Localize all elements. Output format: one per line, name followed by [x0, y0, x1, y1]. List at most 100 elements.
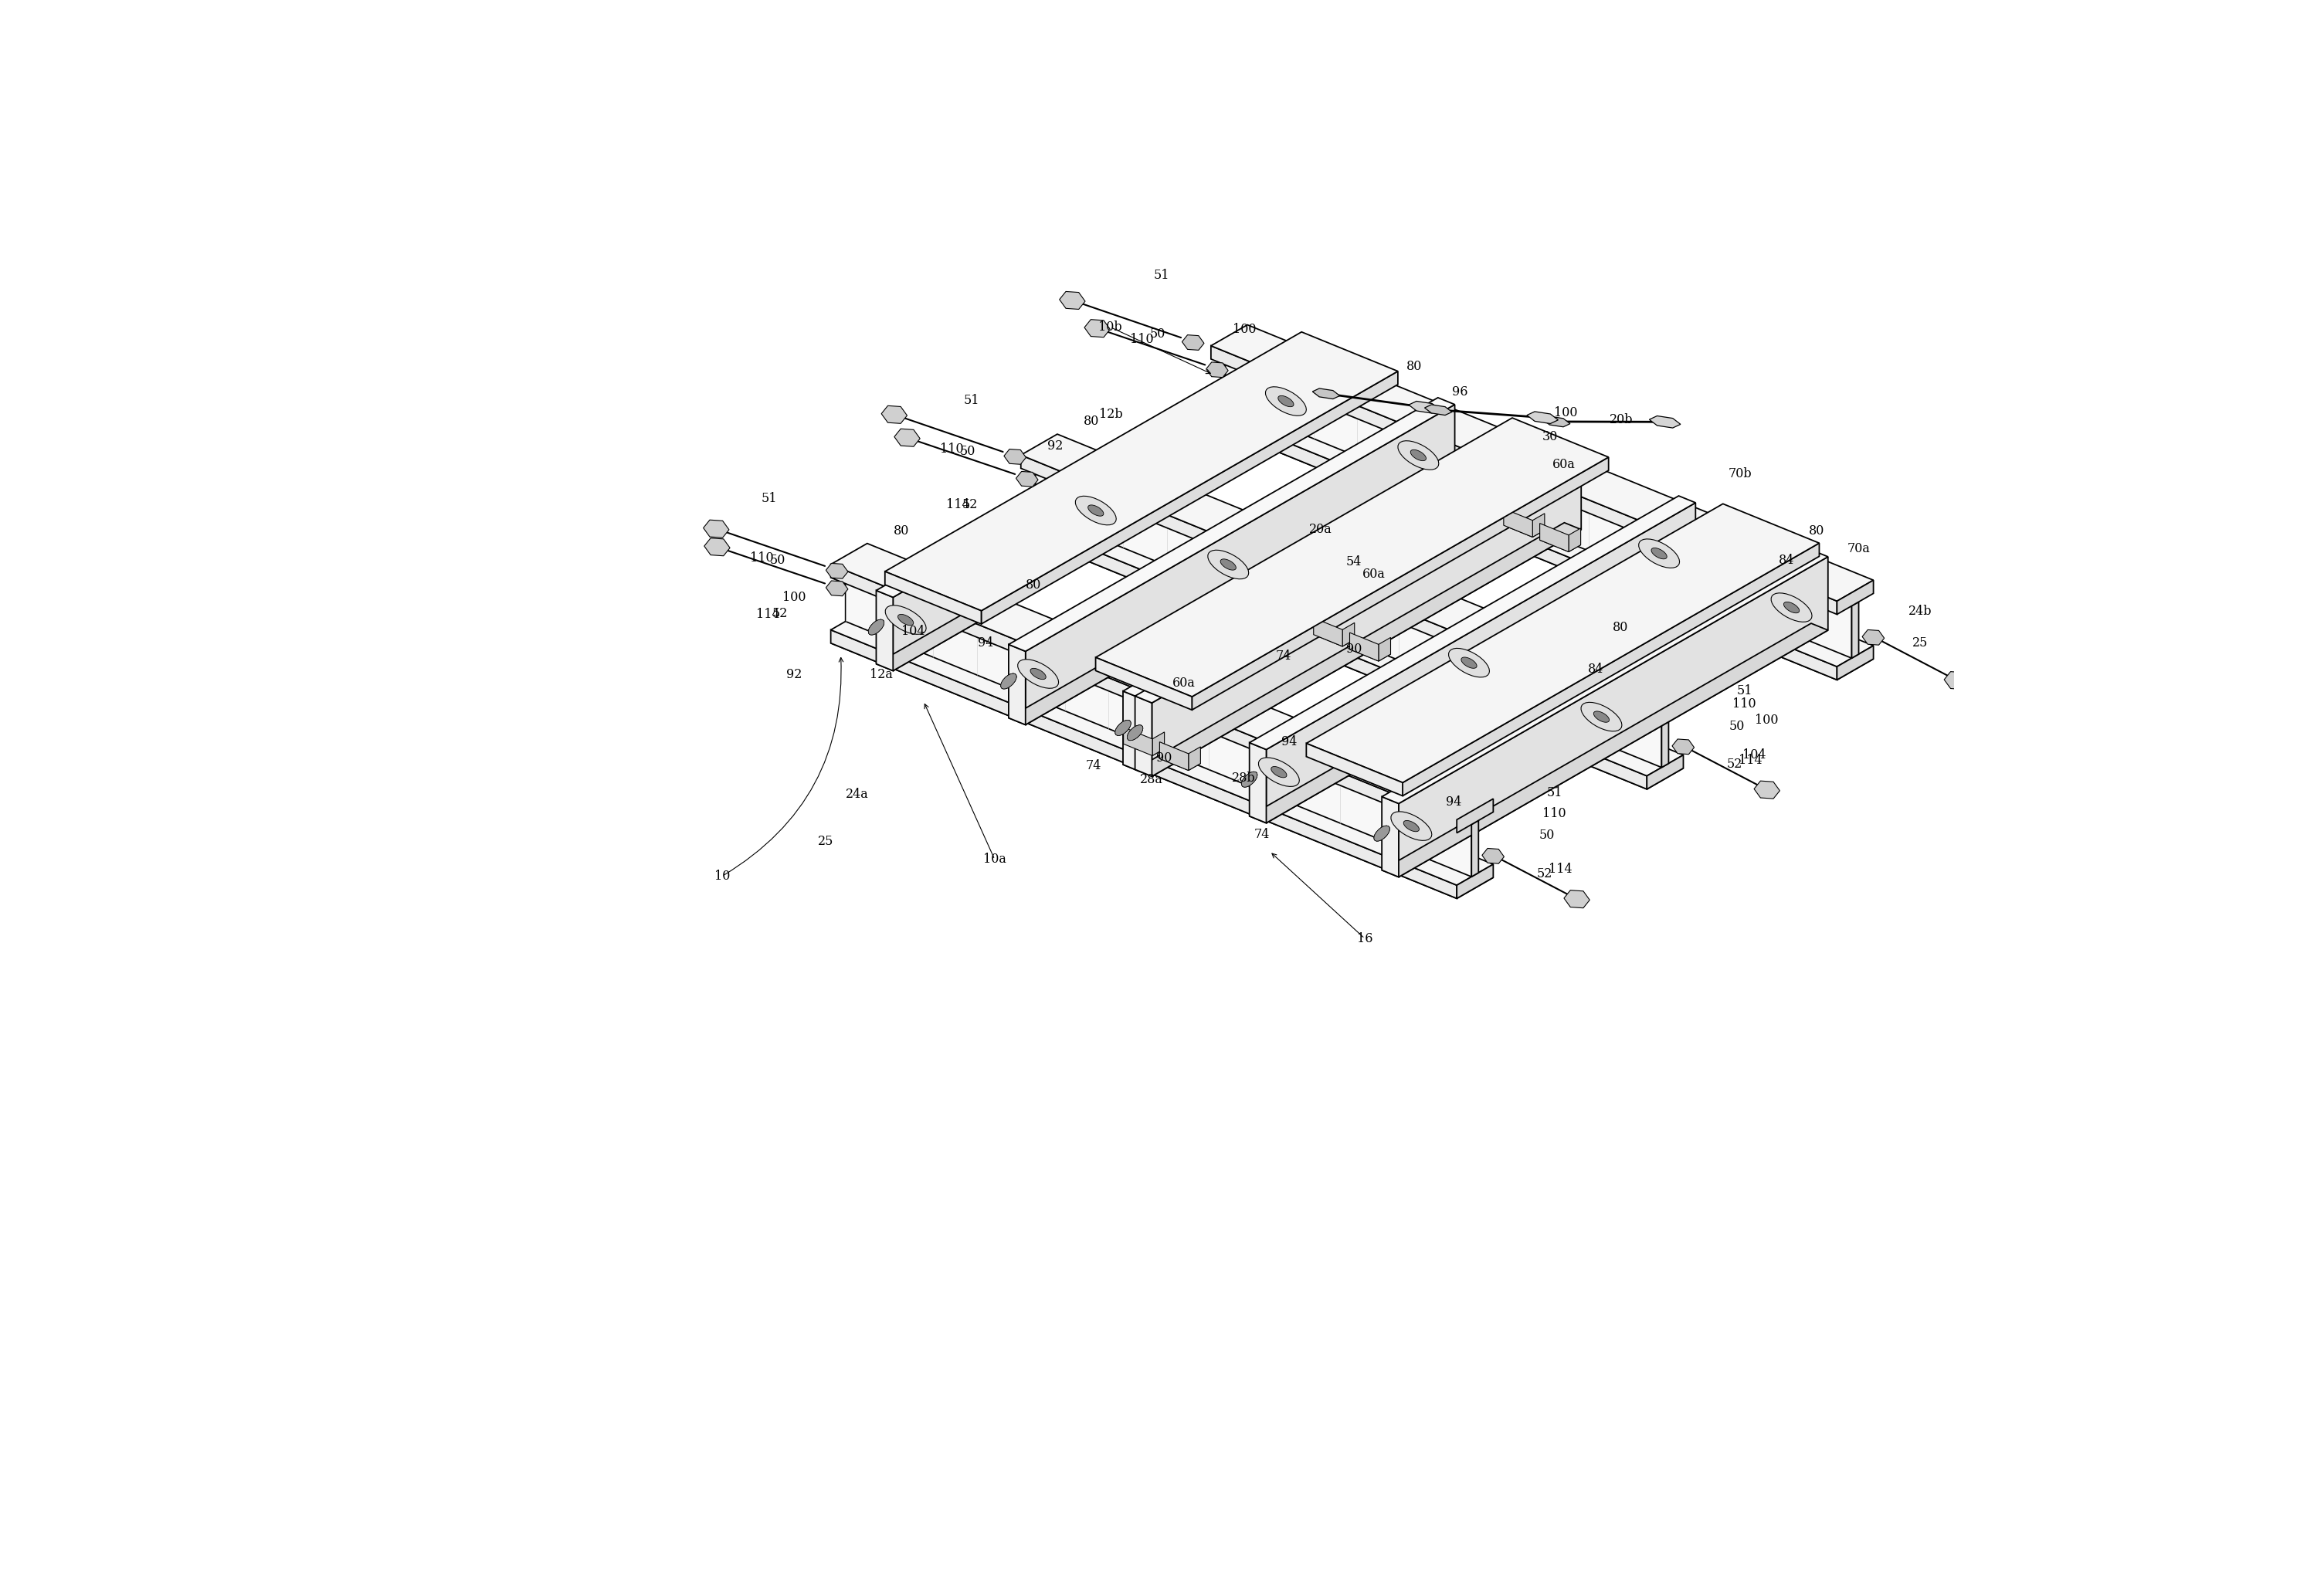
- Polygon shape: [846, 569, 1153, 746]
- Polygon shape: [1327, 559, 1364, 594]
- Polygon shape: [1404, 821, 1420, 832]
- Polygon shape: [869, 619, 883, 635]
- Text: 114: 114: [1548, 863, 1571, 876]
- Polygon shape: [1150, 740, 1494, 885]
- Polygon shape: [1220, 559, 1236, 570]
- Polygon shape: [1594, 711, 1608, 722]
- Text: 110: 110: [1731, 697, 1757, 711]
- Text: 96: 96: [1452, 385, 1469, 399]
- Polygon shape: [825, 581, 848, 596]
- Polygon shape: [1085, 320, 1111, 337]
- Text: 60a: 60a: [1552, 458, 1576, 472]
- Polygon shape: [1127, 725, 1143, 740]
- Polygon shape: [1004, 450, 1025, 464]
- Polygon shape: [1150, 752, 1494, 898]
- Text: 110: 110: [1129, 333, 1155, 345]
- Polygon shape: [1241, 771, 1257, 787]
- Polygon shape: [1504, 508, 1532, 537]
- Polygon shape: [1564, 890, 1590, 908]
- Polygon shape: [1153, 691, 1160, 746]
- Text: 70b: 70b: [1729, 467, 1752, 480]
- Polygon shape: [1648, 689, 1683, 724]
- Polygon shape: [1009, 398, 1455, 651]
- Text: 80: 80: [1613, 621, 1629, 634]
- Polygon shape: [830, 608, 1174, 756]
- Text: 94: 94: [978, 637, 992, 649]
- Polygon shape: [1060, 291, 1085, 309]
- Polygon shape: [1211, 390, 1555, 537]
- Text: 84: 84: [1587, 662, 1604, 676]
- Polygon shape: [1211, 325, 1555, 470]
- Text: 28b: 28b: [1232, 771, 1255, 784]
- Polygon shape: [1404, 543, 1820, 795]
- Polygon shape: [1095, 657, 1192, 710]
- Polygon shape: [1527, 412, 1557, 423]
- Text: 80: 80: [892, 524, 909, 537]
- Polygon shape: [1250, 743, 1267, 824]
- Polygon shape: [1529, 455, 1873, 600]
- Polygon shape: [1153, 456, 1580, 776]
- Polygon shape: [1457, 865, 1494, 898]
- Polygon shape: [1153, 732, 1164, 756]
- Polygon shape: [1020, 455, 1327, 594]
- Text: 24b: 24b: [1908, 605, 1931, 618]
- Polygon shape: [1504, 518, 1545, 537]
- Text: 50: 50: [1150, 328, 1164, 341]
- Polygon shape: [881, 406, 906, 423]
- Polygon shape: [1250, 569, 1697, 824]
- Text: 70a: 70a: [1848, 542, 1871, 554]
- Text: 51: 51: [964, 394, 978, 407]
- Polygon shape: [1020, 521, 1327, 659]
- Text: 30: 30: [1543, 431, 1557, 444]
- Text: 60a: 60a: [1171, 676, 1195, 691]
- Polygon shape: [1652, 548, 1666, 559]
- Polygon shape: [1116, 721, 1132, 735]
- Text: 52: 52: [1536, 868, 1552, 881]
- Polygon shape: [1183, 334, 1204, 350]
- Polygon shape: [1002, 673, 1016, 689]
- Polygon shape: [1313, 618, 1343, 646]
- Polygon shape: [1341, 584, 1648, 724]
- Polygon shape: [1306, 743, 1404, 795]
- Polygon shape: [1267, 386, 1306, 415]
- Polygon shape: [1260, 757, 1299, 787]
- Polygon shape: [1206, 363, 1227, 377]
- Polygon shape: [1127, 725, 1143, 740]
- Polygon shape: [1139, 451, 1569, 771]
- Text: 10b: 10b: [1099, 320, 1122, 334]
- Polygon shape: [897, 615, 913, 626]
- Text: 51: 51: [1548, 786, 1562, 800]
- Text: 94: 94: [1281, 735, 1297, 748]
- Text: 51: 51: [1153, 269, 1169, 282]
- Text: 74: 74: [1276, 649, 1292, 662]
- Polygon shape: [1116, 721, 1132, 735]
- Polygon shape: [1122, 518, 1569, 771]
- Polygon shape: [876, 344, 1322, 597]
- Text: 50: 50: [1729, 719, 1745, 733]
- Polygon shape: [1543, 417, 1571, 428]
- Text: 25: 25: [1913, 637, 1929, 649]
- Text: 84: 84: [1778, 553, 1794, 567]
- Text: 52: 52: [962, 497, 978, 512]
- Polygon shape: [1020, 434, 1364, 580]
- Polygon shape: [1399, 556, 1829, 878]
- Polygon shape: [825, 564, 848, 578]
- Text: 80: 80: [1808, 524, 1824, 539]
- Polygon shape: [1383, 550, 1829, 803]
- Polygon shape: [1150, 760, 1457, 898]
- Text: 50: 50: [769, 554, 786, 567]
- Polygon shape: [1755, 781, 1780, 798]
- Polygon shape: [1448, 648, 1490, 678]
- Polygon shape: [1134, 523, 1580, 776]
- Polygon shape: [1355, 589, 1662, 768]
- Polygon shape: [1241, 771, 1257, 787]
- Text: 12b: 12b: [1099, 407, 1122, 421]
- Text: 50: 50: [960, 445, 976, 458]
- Polygon shape: [1852, 602, 1859, 659]
- Polygon shape: [1836, 580, 1873, 615]
- Polygon shape: [869, 619, 883, 635]
- Polygon shape: [1569, 527, 1580, 551]
- Polygon shape: [1529, 475, 1836, 615]
- Polygon shape: [1532, 513, 1545, 537]
- Polygon shape: [1016, 472, 1039, 486]
